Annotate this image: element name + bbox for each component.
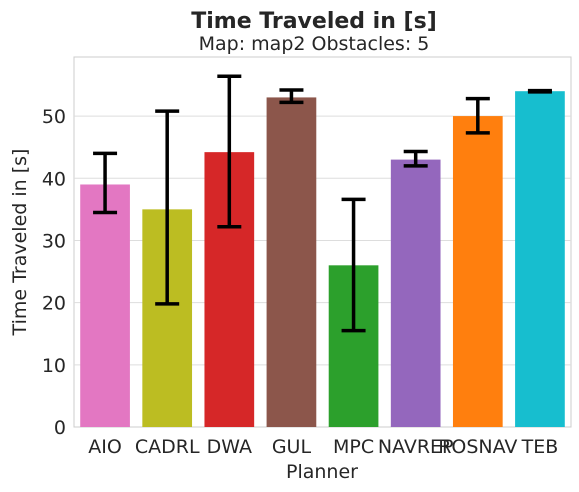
y-axis-label: Time Traveled in [s] bbox=[9, 149, 31, 337]
bar-navrep bbox=[390, 159, 441, 427]
y-tick-label: 10 bbox=[42, 355, 66, 377]
x-tick-label: MPC bbox=[333, 436, 374, 458]
x-tick-label: ROSNAV bbox=[438, 436, 517, 458]
chart-title: Time Traveled in [s] bbox=[191, 9, 437, 34]
chart-subtitle: Map: map2 Obstacles: 5 bbox=[199, 33, 430, 55]
x-tick-label: NAVREP bbox=[378, 436, 454, 458]
y-tick-label: 0 bbox=[54, 417, 66, 439]
bar-rosnav bbox=[452, 116, 503, 428]
bar-gul bbox=[266, 97, 317, 427]
x-tick-label: AIO bbox=[88, 436, 122, 458]
x-tick-label: GUL bbox=[272, 436, 312, 458]
x-tick-label: TEB bbox=[521, 436, 559, 458]
x-axis-label: Planner bbox=[286, 461, 358, 483]
bar-aio bbox=[80, 184, 130, 427]
y-tick-label: 50 bbox=[42, 106, 66, 128]
x-tick-label: CADRL bbox=[135, 436, 200, 458]
bar-teb bbox=[515, 91, 565, 427]
y-tick-label: 20 bbox=[42, 293, 66, 315]
y-tick-label: 40 bbox=[42, 168, 66, 190]
y-tick-labels: 0 10 20 30 40 50 bbox=[42, 106, 66, 439]
error-bars-group bbox=[93, 74, 552, 333]
x-tick-label: DWA bbox=[207, 436, 252, 458]
y-tick-label: 30 bbox=[42, 230, 66, 252]
